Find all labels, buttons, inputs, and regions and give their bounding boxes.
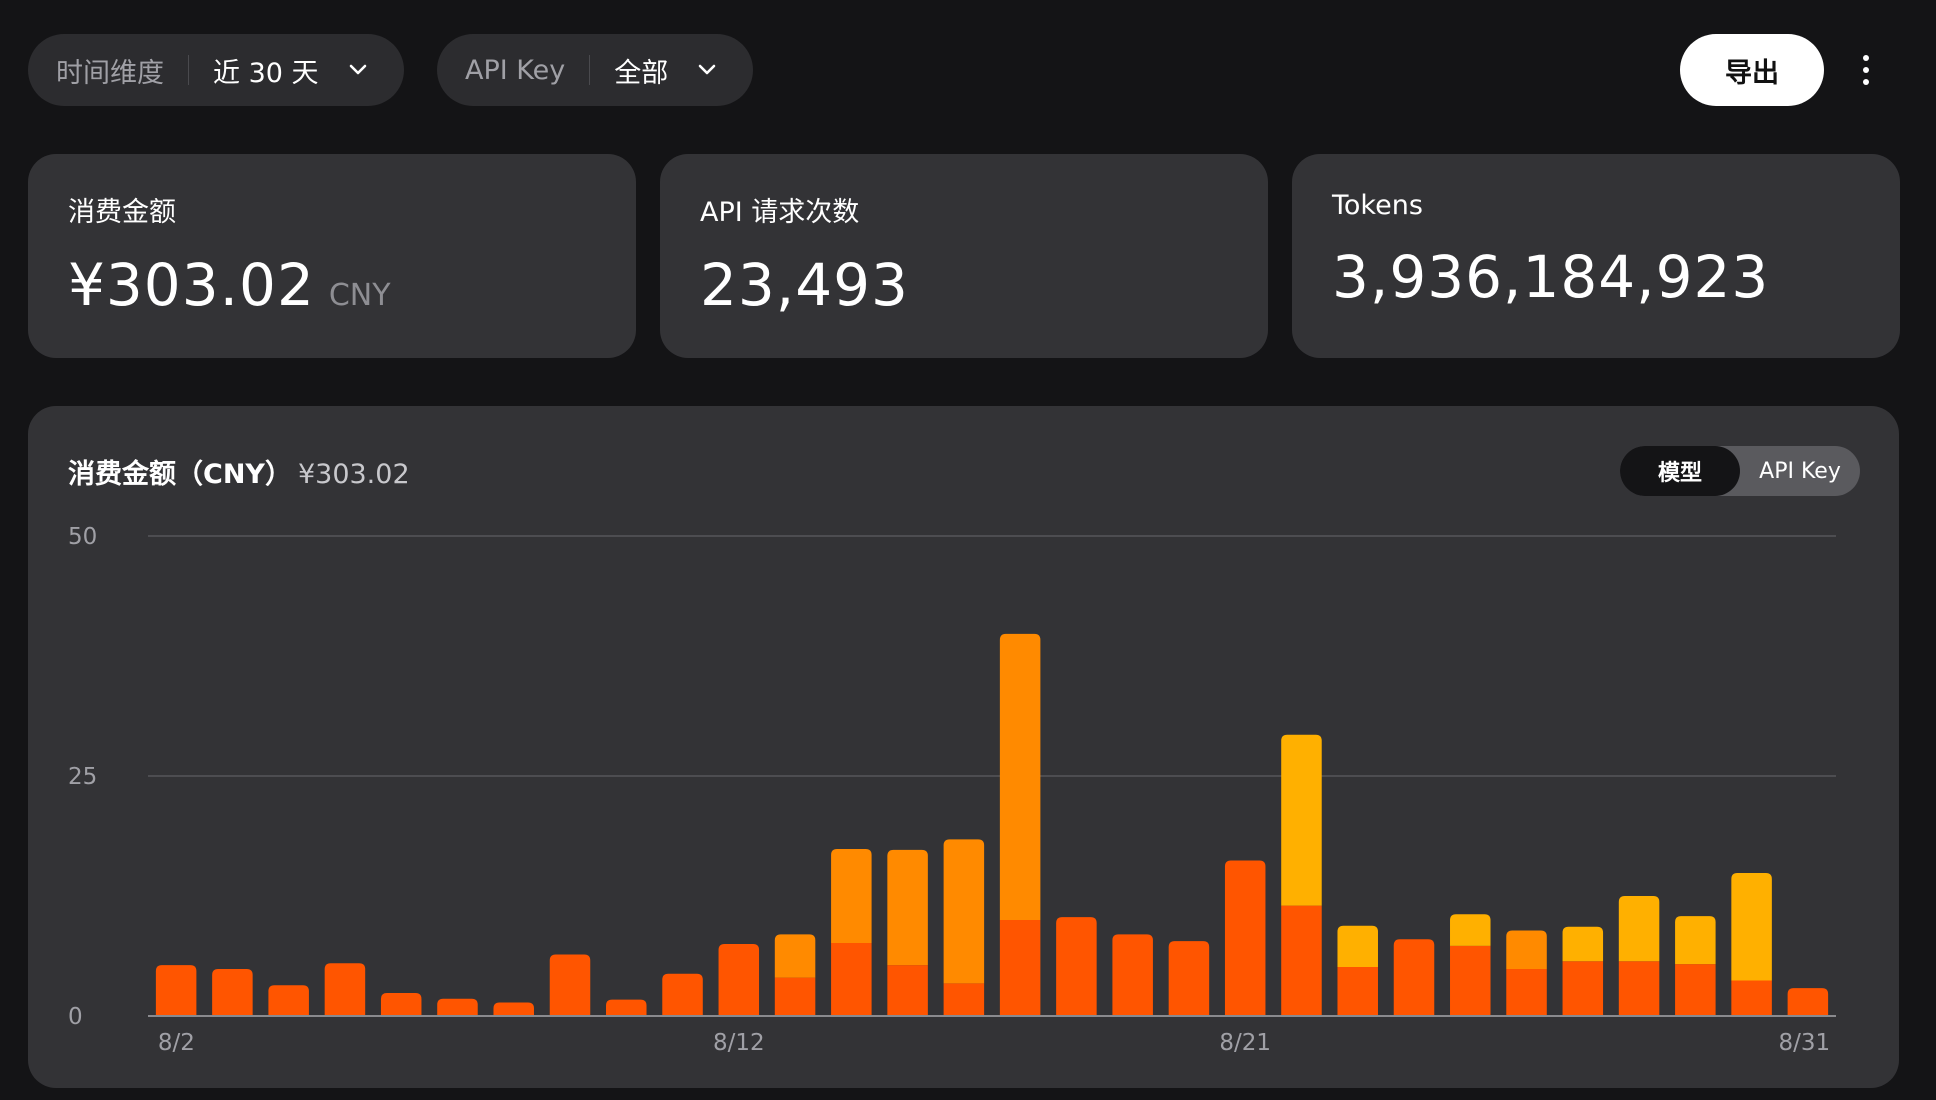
stat-title: API 请求次数 bbox=[700, 197, 860, 228]
bar-segment[interactable] bbox=[1675, 916, 1716, 965]
bar-segment[interactable] bbox=[1281, 905, 1322, 1016]
x-tick-label: 8/12 bbox=[713, 1030, 765, 1056]
toggle-option-api-key[interactable]: API Key bbox=[1759, 458, 1841, 484]
stat-card-spend: 消费金额 ¥303.02 CNY bbox=[28, 154, 636, 358]
time-range-value: 近 30 天 bbox=[213, 57, 319, 89]
spend-amount: ¥303.02 bbox=[68, 251, 315, 319]
divider bbox=[188, 55, 189, 85]
bar-segment[interactable] bbox=[1731, 872, 1772, 981]
bar-segment[interactable] bbox=[943, 839, 985, 984]
bar-segment[interactable] bbox=[1450, 914, 1491, 946]
stacked-bar-chart: 0 25 50 8/2 8/12 8/21 8/31 bbox=[68, 524, 1836, 1056]
bar-segment[interactable] bbox=[999, 633, 1041, 920]
time-range-label: 时间维度 bbox=[56, 57, 164, 89]
bar-segment[interactable] bbox=[1506, 930, 1547, 969]
stat-title: 消费金额 bbox=[68, 197, 176, 228]
bar-segment[interactable] bbox=[1056, 917, 1097, 1016]
bar-segment[interactable] bbox=[1787, 988, 1829, 1016]
bar-segment[interactable] bbox=[380, 992, 422, 1016]
x-tick-label: 8/21 bbox=[1219, 1030, 1271, 1056]
bar-segment[interactable] bbox=[887, 849, 928, 966]
export-button[interactable]: 导出 bbox=[1680, 34, 1824, 106]
chart-title: 消费金额（CNY） ¥303.02 bbox=[68, 452, 410, 491]
chart-total: ¥303.02 bbox=[297, 459, 410, 490]
y-tick-label: 50 bbox=[68, 524, 97, 550]
bar-segment[interactable] bbox=[1618, 896, 1660, 962]
bar-segment[interactable] bbox=[1506, 968, 1547, 1016]
bar-segment[interactable] bbox=[155, 965, 197, 1016]
x-tick-label: 8/2 bbox=[158, 1030, 195, 1056]
bar-segment[interactable] bbox=[1731, 980, 1772, 1016]
bar-segment[interactable] bbox=[324, 963, 366, 1016]
bar-segment[interactable] bbox=[437, 998, 478, 1016]
bar-segment[interactable] bbox=[1337, 925, 1378, 968]
bar-segment[interactable] bbox=[1168, 941, 1210, 1016]
bar-segment[interactable] bbox=[1618, 961, 1660, 1016]
chevron-down-icon bbox=[347, 59, 369, 81]
bar-segment[interactable] bbox=[268, 985, 309, 1016]
y-tick-label: 25 bbox=[68, 764, 97, 790]
bar-segment[interactable] bbox=[1112, 934, 1153, 1016]
stat-card-tokens: Tokens 3,936,184,923 bbox=[1292, 154, 1900, 358]
bar-segment[interactable] bbox=[493, 1002, 534, 1016]
group-by-toggle[interactable]: 模型 API Key bbox=[1620, 446, 1860, 496]
bar-segment[interactable] bbox=[549, 954, 591, 1016]
bar-segment[interactable] bbox=[887, 965, 928, 1016]
currency-unit: CNY bbox=[328, 278, 391, 313]
bar-segment[interactable] bbox=[662, 973, 703, 1016]
bar-segment[interactable] bbox=[774, 977, 816, 1016]
bar-segment[interactable] bbox=[1450, 945, 1491, 1016]
toggle-option-model[interactable]: 模型 bbox=[1620, 446, 1740, 496]
bar-segment[interactable] bbox=[1562, 926, 1604, 962]
x-tick-label: 8/31 bbox=[1778, 1030, 1830, 1056]
bar-segment[interactable] bbox=[606, 999, 647, 1016]
divider bbox=[589, 55, 591, 85]
bar-segment[interactable] bbox=[1393, 939, 1435, 1016]
more-options-icon[interactable] bbox=[1850, 46, 1882, 94]
api-key-label: API Key bbox=[465, 54, 566, 86]
bar-segment[interactable] bbox=[774, 934, 816, 978]
api-key-select[interactable]: API Key 全部 bbox=[437, 34, 753, 106]
chart-title-text: 消费金额（CNY） bbox=[68, 459, 292, 490]
bar-segment[interactable] bbox=[999, 920, 1041, 1016]
bar-segment[interactable] bbox=[1337, 967, 1378, 1016]
stat-value: ¥303.02 CNY bbox=[68, 251, 596, 319]
bar-segment[interactable] bbox=[212, 968, 253, 1016]
api-key-value: 全部 bbox=[614, 57, 669, 89]
time-range-select[interactable]: 时间维度 近 30 天 bbox=[28, 34, 404, 106]
bar-segment[interactable] bbox=[1562, 961, 1604, 1016]
bar-segment[interactable] bbox=[1675, 964, 1716, 1016]
stat-card-requests: API 请求次数 23,493 bbox=[660, 154, 1268, 358]
bar-segment[interactable] bbox=[943, 983, 985, 1016]
dot bbox=[1863, 67, 1869, 73]
stat-value: 23,493 bbox=[700, 251, 909, 319]
dot bbox=[1863, 55, 1869, 61]
bar-segment[interactable] bbox=[1281, 734, 1322, 906]
spend-chart-panel: 消费金额（CNY） ¥303.02 模型 API Key 0 25 50 8/2 8/12… bbox=[28, 406, 1899, 1088]
bar-segment[interactable] bbox=[718, 944, 760, 1016]
y-tick-label: 0 bbox=[68, 1004, 83, 1030]
dot bbox=[1863, 79, 1869, 85]
bar-segment[interactable] bbox=[831, 848, 872, 944]
stat-title: Tokens bbox=[1332, 190, 1423, 221]
stat-value: 3,936,184,923 bbox=[1332, 243, 1770, 311]
chevron-down-icon bbox=[696, 59, 718, 81]
bar-segment[interactable] bbox=[831, 943, 872, 1016]
bar-segment[interactable] bbox=[1224, 860, 1266, 1016]
